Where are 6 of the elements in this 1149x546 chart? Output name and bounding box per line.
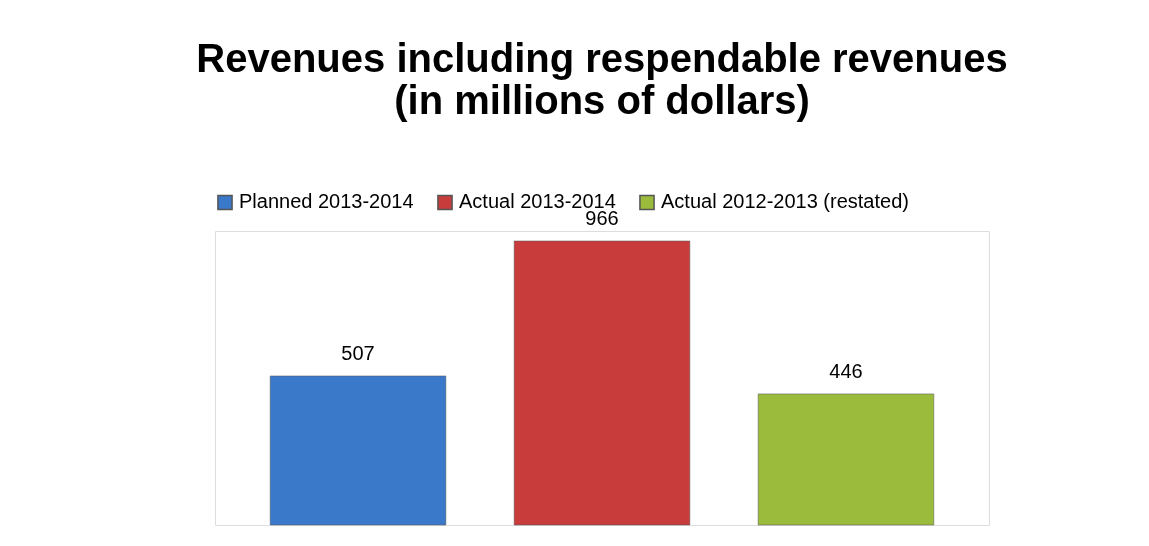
data-label: 507 [341,341,375,364]
data-label: 446 [829,359,863,382]
chart-title: Revenues including respendable revenues (in millions of dollars) [196,36,1008,122]
data-label: 966 [585,207,619,229]
legend-label: Actual 2012-2013 (restated) [661,190,909,213]
legend-label: Planned 2013-2014 [239,190,414,213]
